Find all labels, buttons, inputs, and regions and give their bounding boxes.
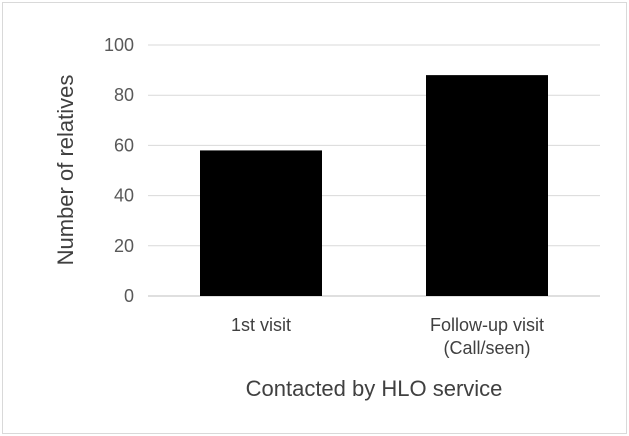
y-axis-title: Number of relatives: [53, 75, 78, 266]
x-category-label: 1st visit: [231, 315, 291, 335]
y-tick-labels: 0 20 40 60 80 100: [104, 35, 134, 306]
bars: [200, 75, 548, 297]
y-tick-label: 0: [124, 286, 134, 306]
y-tick-label: 40: [114, 186, 134, 206]
y-tick-label: 60: [114, 135, 134, 155]
y-tick-label: 20: [114, 236, 134, 256]
bar: [426, 75, 548, 297]
x-category-labels: 1st visit Follow-up visit (Call/seen): [231, 315, 544, 358]
x-category-label: (Call/seen): [443, 338, 530, 358]
x-category-label: Follow-up visit: [430, 315, 544, 335]
y-tick-label: 100: [104, 35, 134, 55]
x-axis-title: Contacted by HLO service: [246, 376, 503, 401]
bar: [200, 150, 322, 296]
y-tick-label: 80: [114, 85, 134, 105]
